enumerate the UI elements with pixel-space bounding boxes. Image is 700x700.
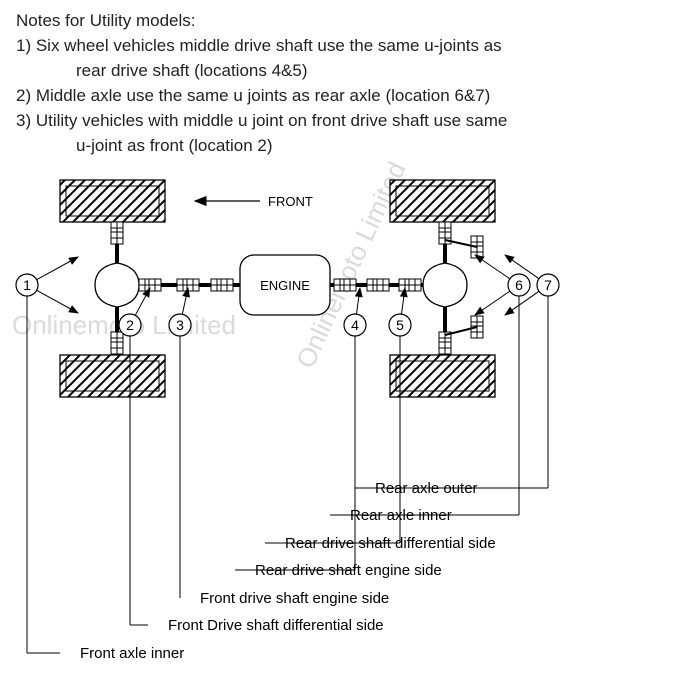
callout-7: Rear axle outer: [375, 480, 478, 497]
svg-text:2: 2: [126, 317, 134, 333]
u-joint: [399, 279, 421, 291]
svg-text:4: 4: [351, 317, 359, 333]
callout-4: Rear drive shaft engine side: [255, 562, 442, 579]
svg-text:7: 7: [544, 277, 552, 293]
callout-3: Front drive shaft engine side: [200, 590, 389, 607]
note-3a: 3) Utility vehicles with middle u joint …: [16, 110, 684, 133]
callout-5: Rear drive shaft differential side: [285, 535, 496, 552]
svg-text:5: 5: [396, 317, 404, 333]
u-joint: [334, 279, 356, 291]
front-label: FRONT: [268, 194, 313, 209]
note-1b: rear drive shaft (locations 4&5): [16, 60, 684, 83]
u-joint: [111, 222, 123, 244]
callout-6: Rear axle inner: [350, 507, 452, 524]
svg-text:1: 1: [23, 277, 31, 293]
notes-title: Notes for Utility models:: [16, 10, 684, 33]
u-joint: [439, 332, 451, 354]
u-joint: [111, 332, 123, 354]
differential: [95, 263, 139, 307]
drivetrain-diagram: ENGINE FRONT 1 2 3 4 5 6 7 Rear axle outer Rear ax…: [0, 155, 700, 700]
note-1a: 1) Six wheel vehicles middle drive shaft…: [16, 35, 684, 58]
svg-text:3: 3: [176, 317, 184, 333]
engine-label: ENGINE: [260, 278, 310, 293]
notes-block: Notes for Utility models: 1) Six wheel v…: [0, 0, 700, 158]
note-2a: 2) Middle axle use the same u joints as …: [16, 85, 684, 108]
u-joint: [211, 279, 233, 291]
u-joint: [367, 279, 389, 291]
u-joint: [139, 279, 161, 291]
differential: [423, 263, 467, 307]
callout-1: Front axle inner: [80, 645, 184, 662]
callout-2: Front Drive shaft differential side: [168, 617, 384, 634]
svg-text:6: 6: [515, 277, 523, 293]
